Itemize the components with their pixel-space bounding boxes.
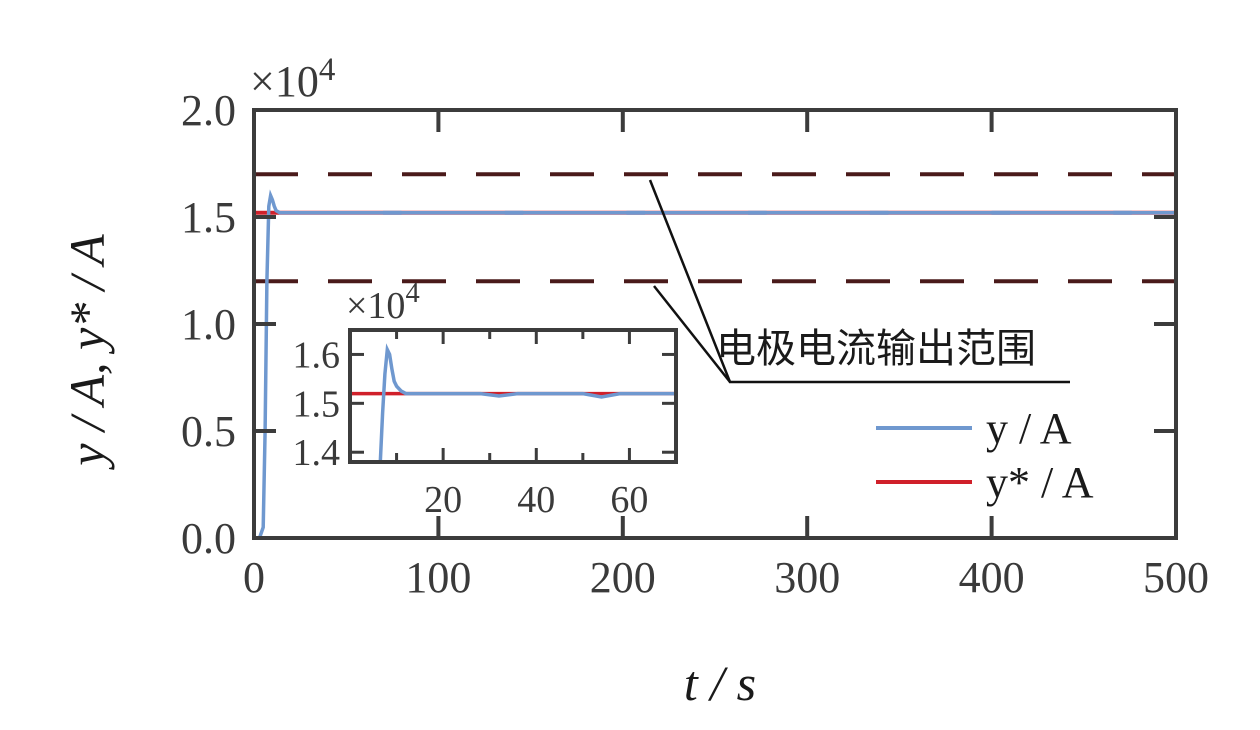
legend-label-y: y / A — [986, 404, 1072, 453]
y-tick-label: 0.0 — [181, 514, 236, 563]
inset-x-tick-label: 60 — [610, 479, 648, 521]
x-tick-label: 500 — [1143, 553, 1209, 602]
legend-label-y-star: y* / A — [986, 458, 1094, 507]
annotation-leader-lower — [653, 285, 731, 383]
inset-frame — [348, 328, 678, 464]
inset-background — [350, 330, 676, 462]
x-tick-label: 200 — [590, 553, 656, 602]
inset-y-tick-label: 1.5 — [293, 383, 341, 425]
inset-y-tick-label: 1.6 — [293, 334, 341, 376]
y-tick-label: 1.5 — [181, 193, 236, 242]
x-axis-title: t / s — [684, 655, 756, 711]
x-tick-label: 400 — [959, 553, 1025, 602]
x-tick-label: 0 — [243, 553, 265, 602]
inset-x-tick-label: 40 — [517, 479, 555, 521]
y-axis-multiplier: ×104 — [250, 52, 335, 106]
inset-y-axis-multiplier: ×104 — [346, 278, 420, 327]
y-tick-label: 1.0 — [181, 300, 236, 349]
y-tick-label: 0.5 — [181, 407, 236, 456]
range-annotation-label: 电极电流输出范围 — [716, 326, 1036, 372]
x-tick-label: 100 — [405, 553, 471, 602]
main-plot: 0 100 200 300 400 500 0.0 0.5 1.0 1.5 2.0 ×104 t / s… — [59, 52, 1209, 711]
x-tick-label: 300 — [774, 553, 840, 602]
series-y-line — [254, 189, 1176, 540]
y-tick-label: 2.0 — [181, 86, 236, 135]
inset-x-tick-label: 20 — [424, 479, 462, 521]
y-axis-title: y / A, y* / A — [59, 234, 115, 471]
inset-y-tick-label: 1.4 — [293, 432, 341, 474]
inset-series-y-line — [378, 343, 676, 463]
inset-plot: 20 40 60 1.4 1.5 1.6×104 — [293, 278, 678, 521]
